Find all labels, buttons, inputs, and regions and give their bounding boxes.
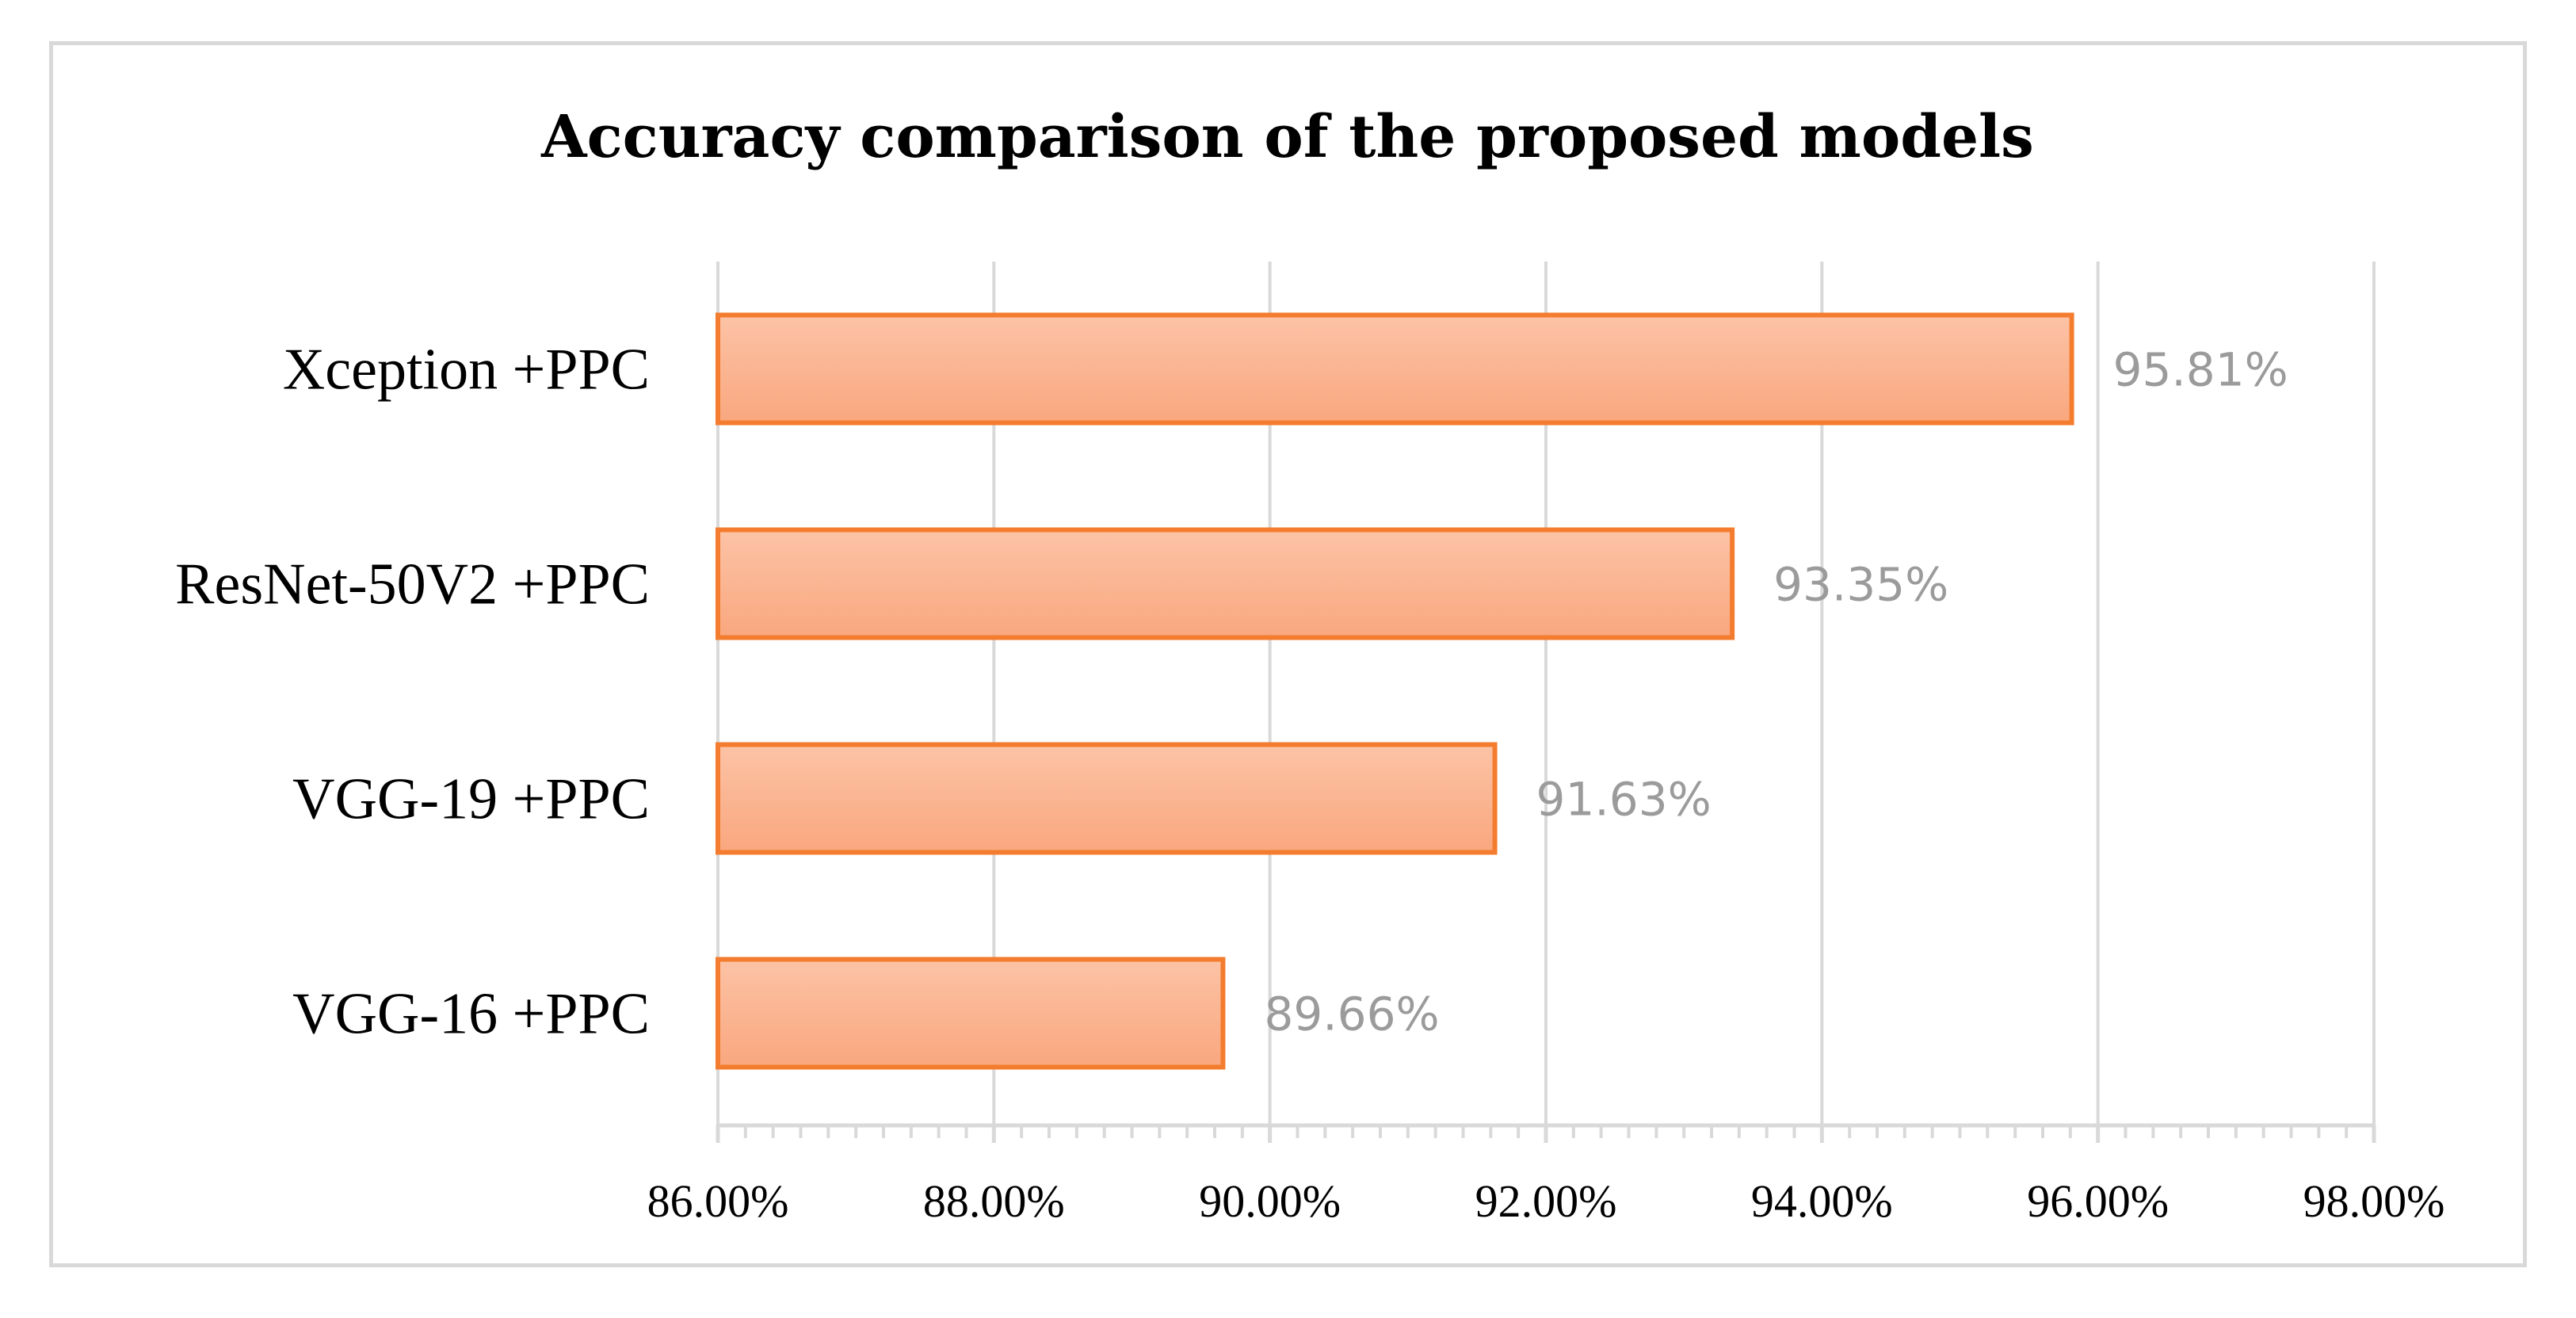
data-label: 95.81% [2113,343,2288,397]
x-tick-label: 98.00% [2303,1175,2445,1227]
x-tick-label: 96.00% [2027,1175,2169,1227]
bar [716,957,1226,1070]
category-label: VGG-16 +PPC [292,982,650,1047]
category-label: Xception +PPC [283,338,650,403]
data-label: 93.35% [1773,558,1948,612]
x-axis: 86.00% 88.00% 90.00% 92.00% 94.00% 96.00% 98.0… [647,1123,2445,1227]
bar [716,742,1498,855]
bar [716,312,2074,426]
bar [716,527,1735,640]
x-tick-label: 90.00% [1199,1175,1341,1227]
chart-title: Accuracy comparison of the proposed mode… [540,103,2034,171]
bars [716,312,2074,1070]
x-tick-label: 94.00% [1751,1175,1893,1227]
chart-frame [49,41,2527,1267]
category-label: VGG-19 +PPC [292,767,650,832]
data-label: 91.63% [1536,773,1712,827]
x-tick-label: 86.00% [647,1175,789,1227]
x-tick-label: 88.00% [923,1175,1065,1227]
category-label: ResNet-50V2 +PPC [175,552,650,617]
x-tick-label: 92.00% [1475,1175,1617,1227]
labels: Xception +PPC 95.81% ResNet-50V2 +PPC 93.35… [175,338,2288,1047]
data-label: 89.66% [1264,988,1439,1041]
